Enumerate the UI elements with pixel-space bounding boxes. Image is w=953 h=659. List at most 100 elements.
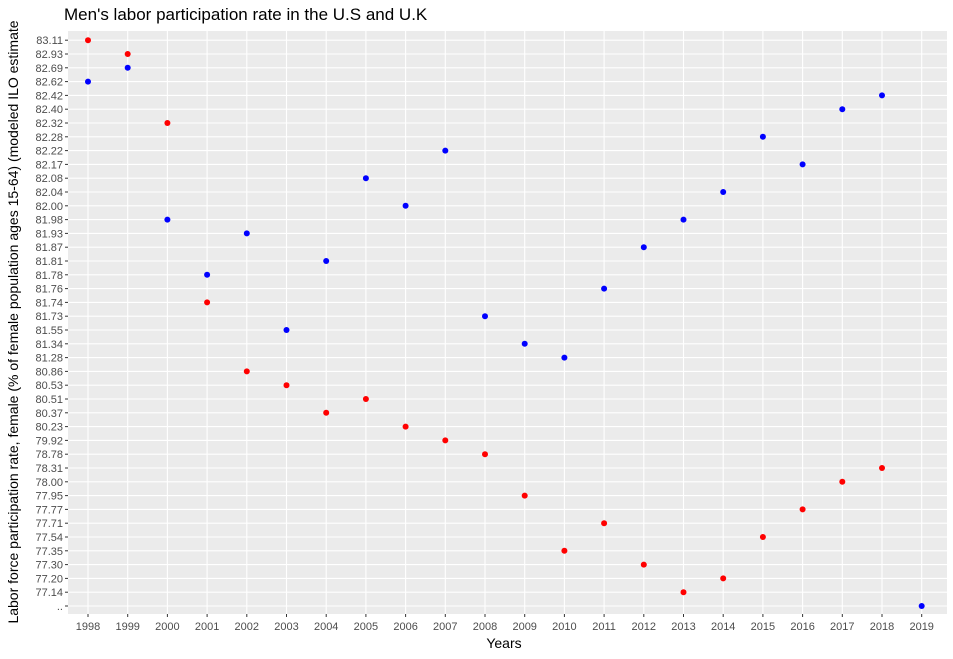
x-tick-label: 2017	[830, 621, 854, 633]
data-point	[521, 492, 528, 499]
x-tick-label: 2004	[314, 621, 338, 633]
y-tick-label: 80.53	[35, 380, 63, 392]
data-point	[362, 175, 369, 182]
data-point	[323, 409, 330, 416]
x-tick-label: 2000	[155, 621, 179, 633]
data-point	[640, 561, 647, 568]
data-point	[720, 189, 727, 195]
data-point	[164, 216, 171, 223]
y-tick-label: 82.08	[35, 173, 63, 185]
y-tick-label: ..	[57, 601, 63, 613]
data-point	[323, 258, 330, 264]
y-tick-label: 82.32	[35, 118, 63, 130]
data-point	[362, 396, 369, 402]
x-tick-label: 2010	[552, 621, 576, 633]
data-point	[402, 202, 409, 209]
x-tick-label: 2013	[671, 621, 695, 633]
data-point	[442, 437, 449, 444]
x-tick-label: 2018	[870, 621, 894, 633]
y-tick-label: 81.93	[35, 228, 63, 240]
y-tick-label: 82.22	[35, 146, 63, 158]
data-point	[720, 575, 727, 582]
y-tick-label: 82.62	[35, 77, 63, 89]
data-point	[243, 368, 250, 375]
y-tick-label: 78.31	[35, 463, 63, 475]
y-axis-label: Labor force participation rate, female (…	[5, 20, 21, 623]
data-point	[680, 589, 687, 596]
y-tick-label: 82.42	[35, 90, 63, 102]
y-tick-label: 81.81	[35, 256, 63, 268]
data-point	[521, 340, 528, 347]
y-tick-label: 80.51	[35, 394, 63, 406]
data-point	[204, 271, 211, 278]
y-tick-label: 82.04	[35, 187, 63, 199]
data-point	[85, 78, 91, 85]
x-tick-label: 2011	[592, 621, 616, 633]
y-tick-label: 77.14	[35, 587, 63, 599]
data-point	[918, 603, 925, 609]
x-tick-label: 2008	[473, 621, 497, 633]
x-tick-label: 2005	[354, 621, 378, 633]
plot-panel	[68, 31, 947, 614]
x-tick-label: 2009	[512, 621, 536, 633]
data-point	[204, 299, 211, 306]
x-axis-ticks: 1998 1999 2000 2001 2002 2003 2004 2005 2006 2007…	[76, 614, 934, 633]
data-point	[442, 147, 449, 154]
x-tick-label: 2003	[274, 621, 298, 633]
data-point	[839, 106, 846, 113]
y-tick-label: 77.20	[35, 573, 63, 585]
y-tick-label: 81.76	[35, 284, 63, 296]
data-point	[482, 451, 488, 458]
y-tick-label: 81.55	[35, 325, 63, 337]
y-tick-label: 82.28	[35, 132, 63, 144]
x-tick-label: 2016	[790, 621, 814, 633]
x-tick-label: 2002	[235, 621, 259, 633]
x-tick-label: 2006	[393, 621, 417, 633]
x-tick-label: 2007	[433, 621, 457, 633]
y-tick-label: 81.78	[35, 270, 63, 282]
x-tick-label: 2012	[632, 621, 656, 633]
data-point	[283, 327, 290, 333]
y-tick-label: 80.37	[35, 408, 63, 420]
data-point	[799, 506, 806, 513]
data-point	[85, 37, 91, 44]
x-tick-label: 2015	[751, 621, 775, 633]
y-tick-label: 81.73	[35, 311, 63, 323]
x-tick-label: 2001	[195, 621, 219, 633]
data-point	[482, 313, 488, 320]
data-point	[640, 244, 647, 251]
data-point	[839, 478, 846, 485]
x-axis-label: Years	[486, 635, 521, 651]
y-tick-label: 82.17	[35, 159, 63, 171]
y-tick-label: 80.86	[35, 366, 63, 378]
y-tick-label: 79.92	[35, 435, 63, 447]
y-tick-label: 77.35	[35, 546, 63, 558]
y-tick-label: 82.40	[35, 104, 63, 116]
y-tick-label: 81.98	[35, 215, 63, 227]
data-point	[879, 465, 885, 471]
chart-title: Men's labor participation rate in the U.…	[64, 5, 428, 24]
data-point	[601, 520, 608, 527]
grid-lines	[68, 31, 947, 614]
y-tick-label: 77.54	[35, 532, 63, 544]
y-tick-label: 82.69	[35, 63, 63, 75]
y-tick-label: 77.71	[35, 518, 63, 530]
x-tick-label: 1999	[115, 621, 139, 633]
y-tick-label: 77.30	[35, 560, 63, 572]
y-tick-label: 83.11	[36, 35, 63, 47]
x-tick-label: 2014	[711, 621, 735, 633]
data-point	[759, 133, 766, 140]
y-tick-label: 77.77	[35, 504, 63, 516]
y-tick-label: 81.74	[35, 297, 63, 309]
data-point	[879, 92, 885, 99]
y-tick-label: 82.00	[35, 201, 63, 213]
y-tick-label: 81.34	[35, 339, 63, 351]
data-point	[124, 51, 131, 57]
y-tick-label: 78.00	[35, 477, 63, 489]
data-point	[759, 534, 766, 540]
data-point	[561, 354, 568, 361]
data-point	[164, 120, 171, 126]
data-point	[799, 161, 806, 168]
